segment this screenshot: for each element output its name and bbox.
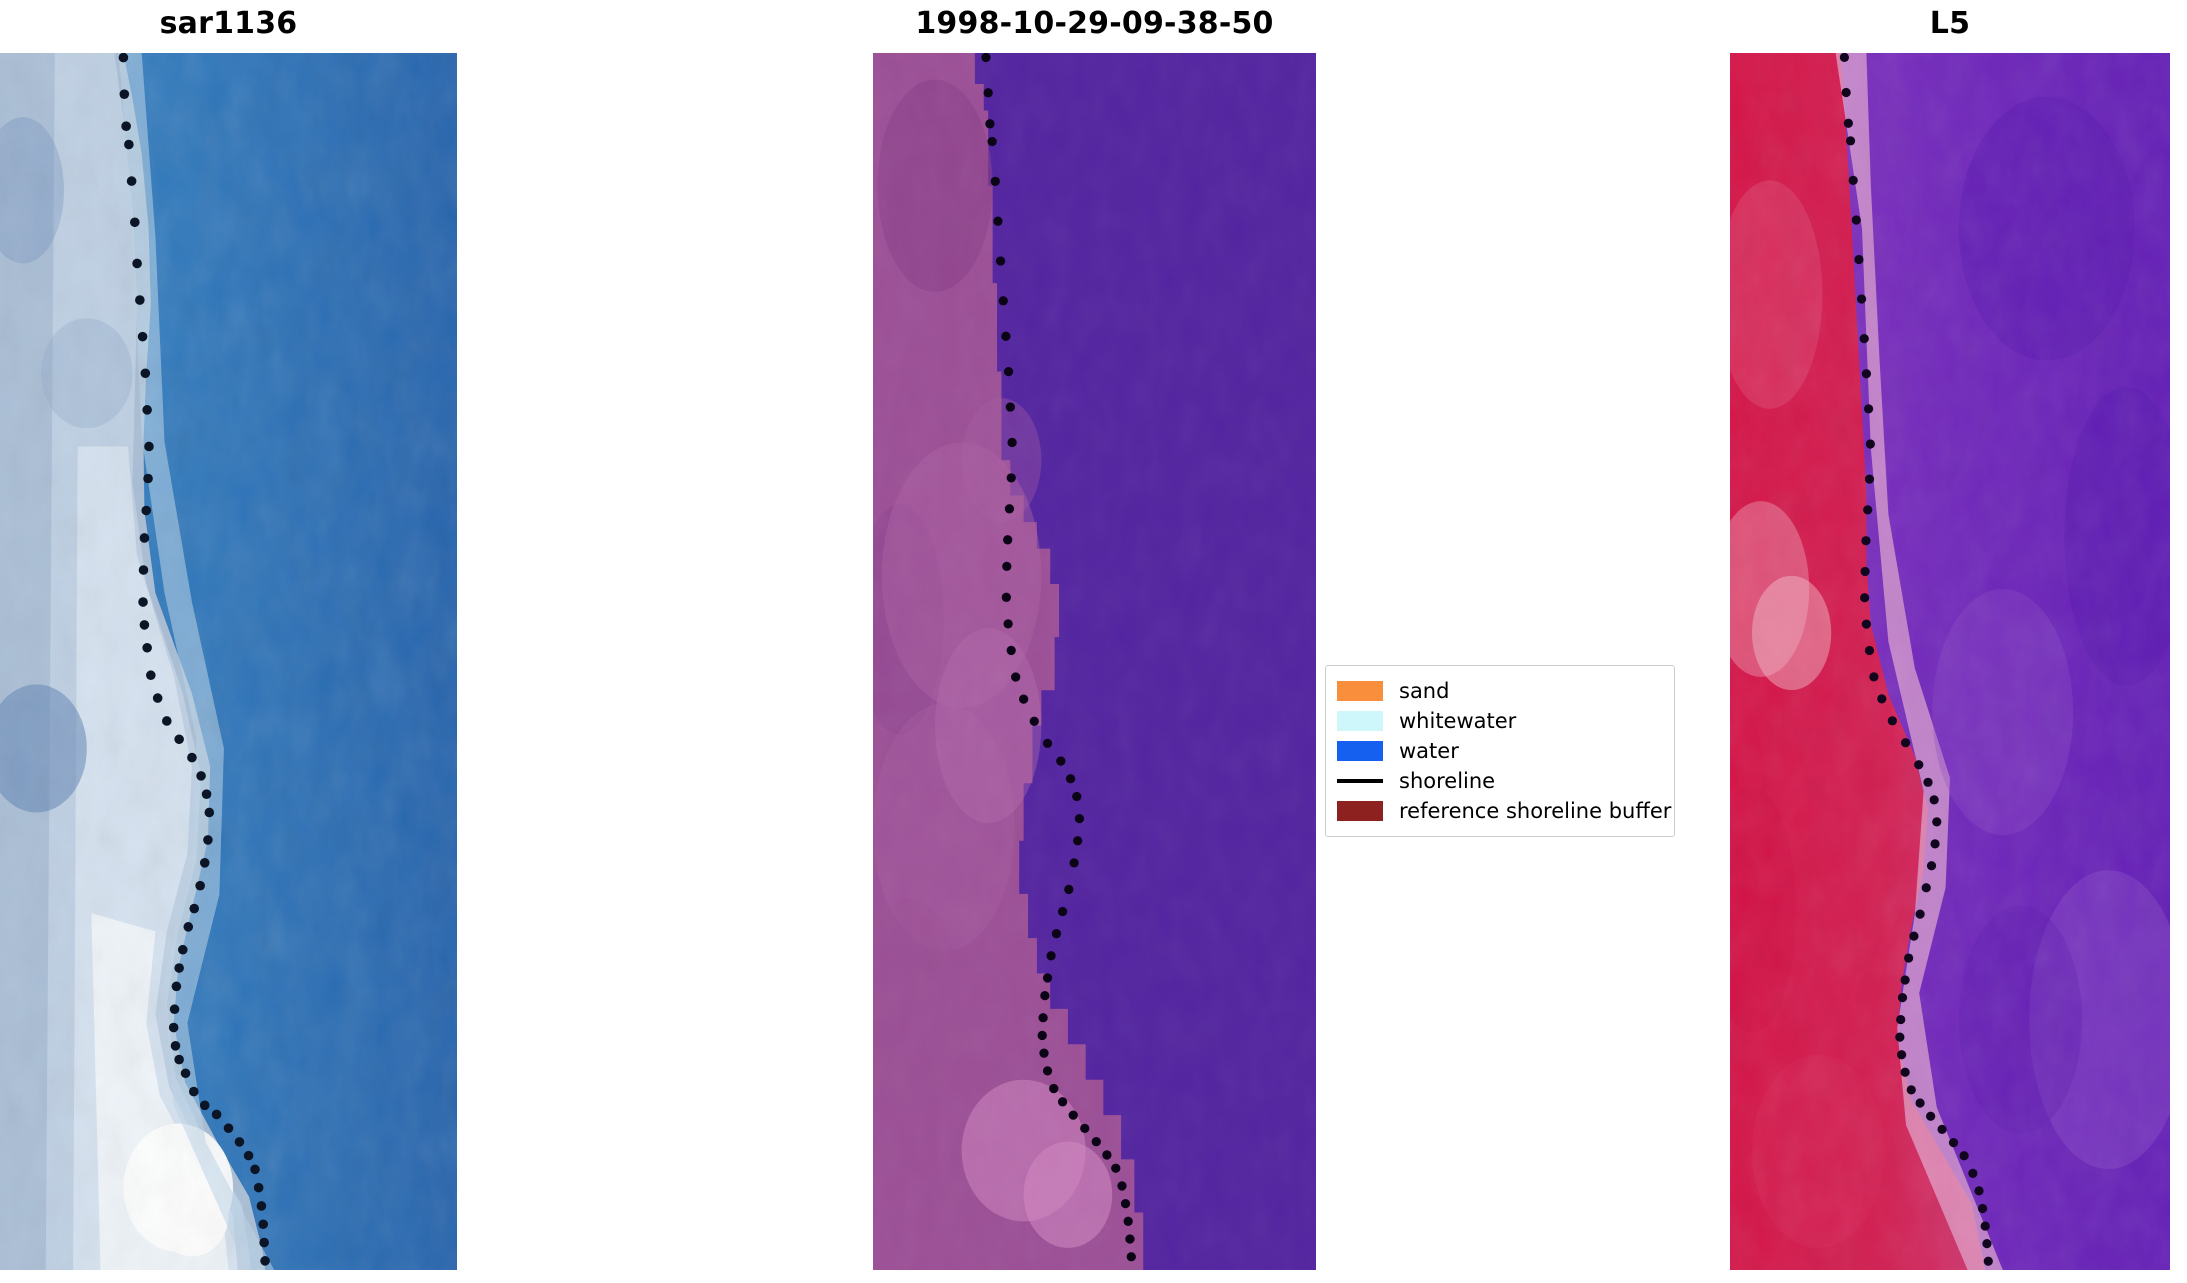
legend-item-sand: sand	[1337, 676, 1662, 706]
legend-label-sand: sand	[1399, 678, 1450, 703]
panel-classified-image[interactable]	[873, 53, 1316, 1270]
legend-label-shoreline: shoreline	[1399, 768, 1496, 793]
shoreline-dots-panel-1	[118, 53, 270, 1266]
legend-item-reference-shoreline-buffer: reference shoreline buffer	[1337, 796, 1671, 826]
shoreline-dots-panel-2	[981, 53, 1136, 1262]
legend-item-water: water	[1337, 736, 1662, 766]
legend-label-reference-shoreline-buffer: reference shoreline buffer	[1399, 798, 1672, 823]
shoreline-dots-panel-3	[1839, 53, 1993, 1266]
reference-shoreline-buffer-color-swatch	[1337, 801, 1383, 821]
sar-raster	[0, 53, 457, 1270]
panel-sar-image[interactable]	[0, 53, 457, 1270]
l5-raster	[1730, 53, 2170, 1270]
classified-raster	[873, 53, 1316, 1270]
legend-item-shoreline: shoreline	[1337, 766, 1662, 796]
shoreline-line-swatch	[1337, 771, 1383, 791]
panel-title-2: 1998-10-29-09-38-50	[915, 6, 1274, 41]
panel-l5-image[interactable]	[1730, 53, 2170, 1270]
legend-item-whitewater: whitewater	[1337, 706, 1662, 736]
whitewater-color-swatch	[1337, 711, 1383, 731]
legend-box: sand whitewater water shoreline referenc…	[1325, 665, 1675, 837]
water-color-swatch	[1337, 741, 1383, 761]
legend-label-water: water	[1399, 738, 1459, 763]
panel-title-1: sar1136	[159, 6, 298, 41]
legend-label-whitewater: whitewater	[1399, 708, 1517, 733]
sand-color-swatch	[1337, 681, 1383, 701]
panel-title-3: L5	[1929, 6, 1971, 41]
